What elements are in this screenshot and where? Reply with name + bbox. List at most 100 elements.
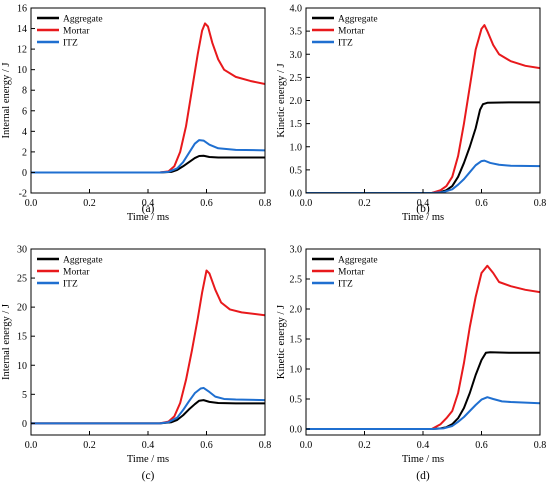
y-tick-label: 3.0 — [290, 50, 303, 61]
y-tick-label: 15 — [17, 332, 27, 343]
series-line-mortar — [306, 264, 540, 430]
legend-label-mortar: Mortar — [63, 268, 90, 278]
chart-panel-b: 0.0 0.2 0.4 0.6 0.8 0.0 0.5 1.0 1.5 2.0 2.5 3.0 3.5 4… — [276, 4, 546, 224]
y-tick-label: 5 — [22, 390, 27, 401]
x-tick-label: 0.6 — [475, 198, 488, 209]
y-tick-label: 0.0 — [290, 425, 303, 436]
y-tick-label: 10 — [17, 361, 27, 372]
y-tick-label: 12 — [17, 45, 27, 56]
legend-label-mortar: Mortar — [338, 268, 365, 278]
y-tick-label: 14 — [17, 24, 27, 35]
legend-label-aggregate: Aggregate — [338, 256, 378, 266]
y-tick-label: 10 — [17, 65, 27, 76]
y-tick-label: 2.5 — [290, 275, 303, 286]
legend: Aggregate Mortar ITZ — [312, 256, 378, 290]
series-line-mortar — [306, 24, 540, 193]
chart-panel-a: 0.0 0.2 0.4 0.6 0.8 -2 0 2 4 6 8 10 12 14 16 Time / ms I… — [1, 4, 271, 224]
legend-label-aggregate: Aggregate — [63, 256, 103, 266]
panel-caption: (c) — [142, 470, 155, 482]
legend-label-itz: ITZ — [63, 39, 78, 49]
series-line-itz — [306, 396, 540, 430]
x-tick-label: 0.0 — [300, 198, 313, 209]
y-tick-label: 0 — [22, 168, 27, 179]
y-tick-label: 20 — [17, 303, 27, 314]
x-tick-label: 0.2 — [358, 440, 371, 451]
y-tick-label: 4.0 — [290, 4, 303, 15]
series-line-aggregate — [306, 351, 540, 430]
y-tick-label: 4 — [22, 127, 27, 138]
y-tick-label: 3.5 — [290, 27, 303, 38]
y-tick-label: 16 — [17, 4, 27, 15]
x-tick-label: 0.0 — [25, 198, 38, 209]
y-tick-label: 2.0 — [290, 305, 303, 316]
panel-caption: (d) — [416, 470, 430, 482]
legend-label-aggregate: Aggregate — [63, 15, 103, 25]
series-line-aggregate — [31, 154, 265, 174]
y-tick-label: 1.0 — [290, 142, 303, 153]
legend-label-itz: ITZ — [338, 280, 353, 290]
y-tick-label: 0.5 — [290, 165, 303, 176]
x-tick-label: 0.6 — [475, 440, 488, 451]
x-tick-label: 0.4 — [142, 440, 155, 451]
series-line-aggregate — [31, 399, 265, 425]
y-axis-label: Internal energy / J — [1, 63, 12, 139]
series-line-mortar — [31, 269, 265, 425]
y-tick-label: 0.0 — [290, 189, 303, 200]
legend: Aggregate Mortar ITZ — [37, 256, 103, 290]
panel-caption: (a) — [142, 203, 155, 215]
y-axis-label: Kinetic energy / J — [276, 63, 287, 137]
legend: Aggregate Mortar ITZ — [312, 15, 378, 49]
y-tick-label: 25 — [17, 274, 27, 285]
chart-panel-c: 0.0 0.2 0.4 0.6 0.8 0 5 10 15 20 25 30 Time / ms Inte… — [1, 245, 271, 483]
y-tick-label: 0.5 — [290, 395, 303, 406]
y-tick-label: 8 — [22, 86, 27, 97]
y-tick-label: 30 — [17, 245, 27, 256]
y-tick-label: 2.0 — [290, 96, 303, 107]
x-tick-label: 0.8 — [534, 440, 547, 451]
legend-label-mortar: Mortar — [63, 27, 90, 37]
series-line-mortar — [31, 22, 265, 174]
series-lines — [31, 269, 265, 425]
y-tick-label: 3.0 — [290, 245, 303, 256]
series-line-itz — [31, 139, 265, 174]
x-tick-label: 0.6 — [200, 440, 213, 451]
chart-panel-d: 0.0 0.2 0.4 0.6 0.8 0.0 0.5 1.0 1.5 2.0 2.5 3.0 Time… — [276, 245, 546, 483]
series-lines — [306, 24, 540, 193]
legend-label-itz: ITZ — [63, 280, 78, 290]
x-tick-label: 0.0 — [300, 440, 313, 451]
x-axis-label: Time / ms — [402, 212, 444, 223]
y-tick-label: 1.5 — [290, 119, 303, 130]
legend-label-mortar: Mortar — [338, 27, 365, 37]
y-tick-label: 0 — [22, 419, 27, 430]
series-line-itz — [306, 159, 540, 193]
legend: Aggregate Mortar ITZ — [37, 15, 103, 49]
y-tick-label: -2 — [19, 189, 27, 200]
series-line-aggregate — [306, 101, 540, 193]
x-tick-label: 0.8 — [259, 440, 272, 451]
x-tick-label: 0.8 — [534, 198, 547, 209]
x-tick-label: 0.2 — [358, 198, 371, 209]
y-axis-label: Kinetic energy / J — [276, 305, 287, 379]
x-tick-label: 0.4 — [417, 440, 430, 451]
x-tick-label: 0.4 — [417, 198, 430, 209]
x-axis-label: Time / ms — [127, 212, 169, 223]
series-lines — [31, 22, 265, 174]
y-tick-label: 2 — [22, 147, 27, 158]
x-tick-label: 0.0 — [25, 440, 38, 451]
x-tick-label: 0.4 — [142, 198, 155, 209]
series-lines — [306, 264, 540, 430]
x-tick-label: 0.2 — [83, 440, 96, 451]
legend-label-itz: ITZ — [338, 39, 353, 49]
y-tick-label: 2.5 — [290, 73, 303, 84]
x-tick-label: 0.8 — [259, 198, 272, 209]
series-line-itz — [31, 386, 265, 425]
x-tick-label: 0.2 — [83, 198, 96, 209]
legend-label-aggregate: Aggregate — [338, 15, 378, 25]
x-axis-label: Time / ms — [127, 454, 169, 465]
y-tick-label: 1.5 — [290, 335, 303, 346]
x-axis-label: Time / ms — [402, 454, 444, 465]
y-tick-label: 1.0 — [290, 365, 303, 376]
y-axis-label: Internal energy / J — [1, 304, 12, 380]
panel-caption: (b) — [416, 203, 430, 215]
